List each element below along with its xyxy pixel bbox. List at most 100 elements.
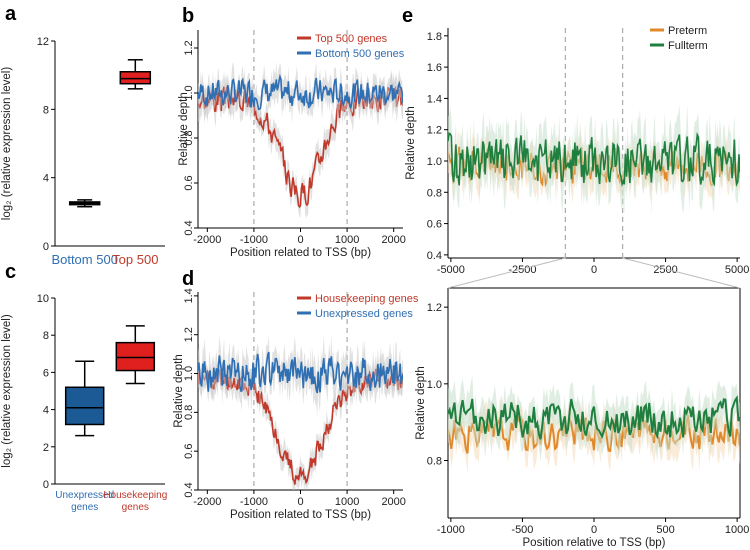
box-bottom-500: [68, 199, 101, 208]
y-tick-label: 0.8: [183, 130, 195, 145]
y-axis-label: log₂ (relative expression level): [1, 314, 13, 468]
x-axis-label: Position relative to TSS (bp): [523, 537, 666, 549]
y-tick-label: 0: [43, 479, 49, 491]
y-tick-label: 1.0: [427, 156, 442, 168]
box-housekeeping-genes: [115, 325, 156, 385]
y-tick-label: 4: [43, 405, 49, 417]
series-line-bottom-500-genes: [198, 73, 403, 111]
y-tick-label: 6: [43, 367, 49, 379]
series-line-fullterm: [448, 395, 740, 440]
y-tick-label: 1.4: [183, 288, 195, 303]
zoom-connector-right: [622, 257, 741, 289]
legend-entry: Housekeeping genes: [315, 293, 419, 305]
x-tick-label: 1000: [725, 524, 749, 536]
category-label: Housekeeping: [103, 490, 167, 501]
x-tick-label: -2000: [193, 496, 221, 508]
y-tick-label: 1.2: [427, 302, 442, 314]
x-tick-label: 2000: [381, 234, 405, 246]
panel-d: 0.4 0.6 0.8 1.0 1.2 1.4 -2000 -1000 0 1000 2000 Pos…: [173, 268, 419, 521]
x-tick-label: -1000: [240, 234, 268, 246]
x-tick-label: 500: [656, 524, 674, 536]
category-label: Unexpressed: [55, 490, 114, 501]
y-tick-label: 1.0: [183, 85, 195, 100]
y-tick-label: 10: [37, 293, 49, 305]
legend-entry: Fullterm: [668, 40, 708, 52]
legend-entry: Preterm: [668, 25, 707, 37]
y-tick-label: 0.6: [183, 444, 195, 459]
category-label: Top 500: [112, 252, 158, 267]
y-tick-label: 8: [43, 104, 49, 116]
y-tick-label: 0.4: [183, 220, 195, 235]
panel-label: e: [402, 5, 413, 27]
panel-c: 0 2 4 6 8 10 log₂ (relative expression level) c…: [1, 261, 167, 513]
series-line-unexpressed-genes: [198, 351, 403, 394]
x-axis-label: Position related to TSS (bp): [230, 247, 371, 259]
y-tick-label: 1.8: [427, 31, 442, 43]
y-tick-label: 0.6: [183, 175, 195, 190]
x-tick-label: -1000: [437, 524, 465, 536]
y-axis-label: Relative depth: [178, 92, 190, 166]
zoom-connector-left: [447, 257, 566, 289]
y-axis-label: Relative depth: [405, 106, 417, 180]
category-label: Bottom 500: [51, 252, 118, 267]
y-tick-label: 8: [43, 330, 49, 342]
x-tick-label: -1000: [240, 496, 268, 508]
y-tick-label: 1.6: [427, 62, 442, 74]
box-unexpressed-genes: [64, 360, 105, 437]
x-tick-label: -500: [511, 524, 533, 536]
x-tick-label: 0: [591, 524, 597, 536]
x-tick-label: 0: [591, 264, 597, 276]
x-tick-label: 2000: [381, 496, 405, 508]
legend-entry: Unexpressed genes: [315, 308, 413, 320]
y-tick-label: 2: [43, 442, 49, 454]
y-tick-label: 1.2: [183, 327, 195, 342]
y-tick-label: 1.0: [183, 366, 195, 381]
x-tick-label: 0: [297, 496, 303, 508]
legend-entry: Bottom 500 genes: [315, 48, 405, 60]
box-top-500: [119, 59, 152, 90]
category-label: genes: [122, 502, 149, 513]
y-tick-label: 12: [37, 36, 49, 48]
confidence-band: [198, 61, 403, 124]
panel-label: a: [5, 3, 17, 25]
y-tick-label: 0: [43, 241, 49, 253]
panel-label: d: [182, 268, 194, 290]
y-tick-label: 0.6: [427, 219, 442, 231]
panel-label: b: [182, 5, 194, 27]
panel-b: 0.4 0.6 0.8 1.0 1.2 -2000 -1000 0 1000 2000 Positi…: [178, 5, 406, 259]
series-line-fullterm: [448, 131, 740, 188]
x-tick-label: 0: [297, 234, 303, 246]
y-tick-label: 1.4: [427, 93, 442, 105]
x-axis-label: Position related to TSS (bp): [230, 509, 371, 521]
y-tick-label: 0.8: [183, 405, 195, 420]
box-iqr: [119, 71, 152, 85]
y-tick-label: 0.4: [183, 482, 195, 497]
x-tick-label: 5000: [725, 264, 749, 276]
y-tick-label: 0.8: [427, 456, 442, 468]
box-iqr: [64, 386, 105, 426]
x-tick-label: -2500: [508, 264, 536, 276]
x-tick-label: 1000: [335, 234, 359, 246]
y-tick-label: 4: [43, 173, 49, 185]
panel-e_zoom: 0.8 1.0 1.2 -1000 -500 0 500 1000 Position relat…: [415, 287, 749, 549]
y-axis-label: Relative depth: [415, 366, 427, 440]
category-label: genes: [71, 502, 98, 513]
y-axis-label: Relative depth: [173, 354, 185, 428]
panel-label: c: [5, 261, 16, 283]
y-tick-label: 1.2: [427, 125, 442, 137]
y-axis-label: log₂ (relative expression level): [1, 67, 13, 221]
x-tick-label: 1000: [335, 496, 359, 508]
legend-entry: Top 500 genes: [315, 33, 388, 45]
y-tick-label: 1.2: [183, 40, 195, 55]
x-tick-label: -2000: [193, 234, 221, 246]
y-tick-label: 1.0: [427, 379, 442, 391]
y-tick-label: 0.4: [427, 250, 442, 262]
panel-a: 0 4 8 12 log₂ (relative expression level) a Bo…: [1, 3, 165, 267]
y-tick-label: 0.8: [427, 187, 442, 199]
x-tick-label: -5000: [437, 264, 465, 276]
panel-e: 0.4 0.6 0.8 1.0 1.2 1.4 1.6 1.8 -5000 -2500 0 2500 5…: [402, 5, 749, 276]
x-tick-label: 2500: [653, 264, 677, 276]
box-iqr: [115, 341, 156, 372]
confidence-band: [448, 375, 740, 462]
